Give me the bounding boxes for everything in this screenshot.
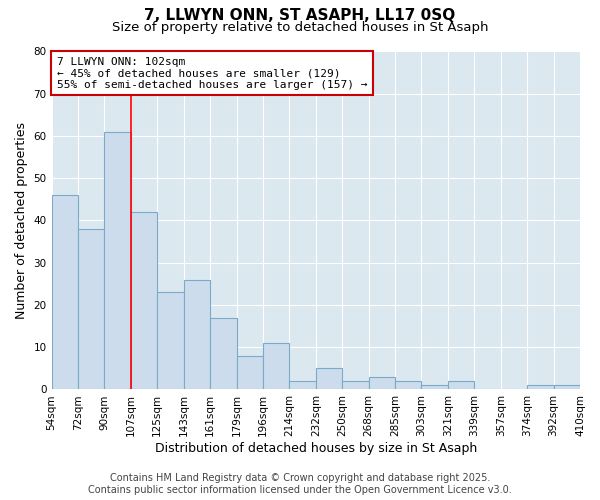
Bar <box>236 356 263 390</box>
Bar <box>448 381 475 390</box>
Bar <box>342 381 368 390</box>
Text: Contains HM Land Registry data © Crown copyright and database right 2025.
Contai: Contains HM Land Registry data © Crown c… <box>88 474 512 495</box>
Bar <box>157 292 184 390</box>
Bar <box>210 318 236 390</box>
Bar <box>131 212 157 390</box>
Bar <box>184 280 210 390</box>
Bar <box>52 195 78 390</box>
Text: Size of property relative to detached houses in St Asaph: Size of property relative to detached ho… <box>112 21 488 34</box>
Y-axis label: Number of detached properties: Number of detached properties <box>15 122 28 319</box>
Bar <box>368 377 395 390</box>
Bar <box>421 385 448 390</box>
Bar <box>316 368 342 390</box>
Bar <box>289 381 316 390</box>
Bar <box>527 385 554 390</box>
Bar <box>395 381 421 390</box>
Bar <box>554 385 580 390</box>
Text: 7, LLWYN ONN, ST ASAPH, LL17 0SQ: 7, LLWYN ONN, ST ASAPH, LL17 0SQ <box>145 8 455 22</box>
X-axis label: Distribution of detached houses by size in St Asaph: Distribution of detached houses by size … <box>155 442 477 455</box>
Bar <box>78 229 104 390</box>
Bar <box>104 132 131 390</box>
Text: 7 LLWYN ONN: 102sqm
← 45% of detached houses are smaller (129)
55% of semi-detac: 7 LLWYN ONN: 102sqm ← 45% of detached ho… <box>57 56 367 90</box>
Bar <box>263 343 289 390</box>
